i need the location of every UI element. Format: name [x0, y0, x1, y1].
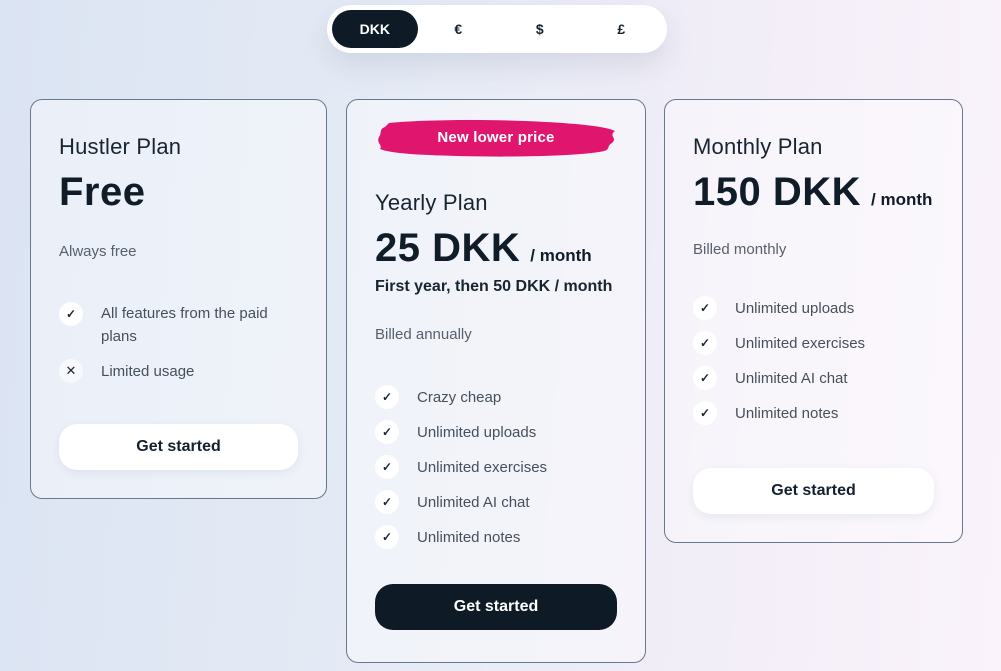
- brush-stroke-shape: [378, 119, 615, 157]
- feature-list: ✓ Crazy cheap ✓ Unlimited uploads ✓ Unli…: [375, 385, 617, 549]
- currency-option-eur[interactable]: €: [454, 21, 463, 37]
- feature-label: Unlimited exercises: [735, 334, 866, 352]
- feature-label: Unlimited notes: [735, 404, 839, 422]
- feature-label: Limited usage: [101, 362, 195, 380]
- feature-item: ✓ Unlimited AI chat: [375, 490, 617, 514]
- currency-option-usd[interactable]: $: [535, 21, 544, 37]
- feature-item: ✕ Limited usage: [59, 359, 298, 383]
- currency-option-gbp[interactable]: £: [617, 21, 626, 37]
- feature-item: ✓ Unlimited uploads: [693, 296, 934, 320]
- feature-label: Unlimited exercises: [417, 458, 548, 476]
- feature-item: ✓ Unlimited exercises: [375, 455, 617, 479]
- plan-card-monthly: Monthly Plan 150 DKK / month Billed mont…: [664, 99, 963, 543]
- price-note: First year, then 50 DKK / month: [375, 278, 613, 295]
- feature-item: ✓ Unlimited notes: [693, 401, 934, 425]
- price-period: / month: [530, 246, 592, 265]
- get-started-button[interactable]: Get started: [59, 424, 298, 470]
- plan-card-hustler: Hustler Plan Free Always free ✓ All feat…: [30, 99, 327, 499]
- plan-card-yearly: New lower price Yearly Plan 25 DKK / mon…: [346, 99, 646, 663]
- check-icon: ✓: [375, 420, 399, 444]
- check-icon: ✓: [693, 296, 717, 320]
- plan-price: Free: [59, 170, 146, 214]
- check-icon: ✓: [693, 401, 717, 425]
- check-icon: ✓: [375, 455, 399, 479]
- feature-label: All features from the paid plans: [101, 305, 268, 345]
- check-icon: ✓: [375, 385, 399, 409]
- badge-label: New lower price: [437, 128, 555, 146]
- check-icon: ✓: [59, 302, 83, 326]
- billing-note: Billed annually: [375, 326, 472, 343]
- feature-label: Unlimited AI chat: [417, 493, 530, 511]
- feature-label: Crazy cheap: [417, 388, 502, 406]
- plan-name: Monthly Plan: [693, 134, 823, 159]
- feature-item: ✓ Unlimited notes: [375, 525, 617, 549]
- get-started-button[interactable]: Get started: [375, 584, 617, 630]
- feature-item: ✓ All features from the paid plans: [59, 302, 298, 348]
- currency-selector: DKK € $ £: [327, 5, 667, 53]
- feature-list: ✓ Unlimited uploads ✓ Unlimited exercise…: [693, 296, 934, 425]
- check-icon: ✓: [693, 331, 717, 355]
- get-started-button[interactable]: Get started: [693, 468, 934, 514]
- plan-price: 25 DKK: [375, 226, 521, 270]
- plan-price: 150 DKK: [693, 170, 862, 214]
- feature-item: ✓ Unlimited uploads: [375, 420, 617, 444]
- plan-name: Yearly Plan: [375, 190, 488, 215]
- feature-list: ✓ All features from the paid plans ✕ Lim…: [59, 302, 298, 383]
- currency-option-dkk[interactable]: DKK: [332, 10, 418, 48]
- billing-note: Always free: [59, 243, 137, 260]
- billing-note: Billed monthly: [693, 241, 787, 258]
- feature-item: ✓ Unlimited AI chat: [693, 366, 934, 390]
- feature-item: ✓ Crazy cheap: [375, 385, 617, 409]
- plan-name: Hustler Plan: [59, 134, 182, 159]
- feature-label: Unlimited uploads: [417, 423, 537, 441]
- price-period: / month: [871, 190, 933, 209]
- check-icon: ✓: [693, 366, 717, 390]
- feature-label: Unlimited uploads: [735, 299, 855, 317]
- feature-label: Unlimited notes: [417, 528, 521, 546]
- feature-label: Unlimited AI chat: [735, 369, 848, 387]
- feature-item: ✓ Unlimited exercises: [693, 331, 934, 355]
- check-icon: ✓: [375, 490, 399, 514]
- check-icon: ✓: [375, 525, 399, 549]
- new-lower-price-badge: New lower price: [375, 118, 617, 158]
- x-icon: ✕: [59, 359, 83, 383]
